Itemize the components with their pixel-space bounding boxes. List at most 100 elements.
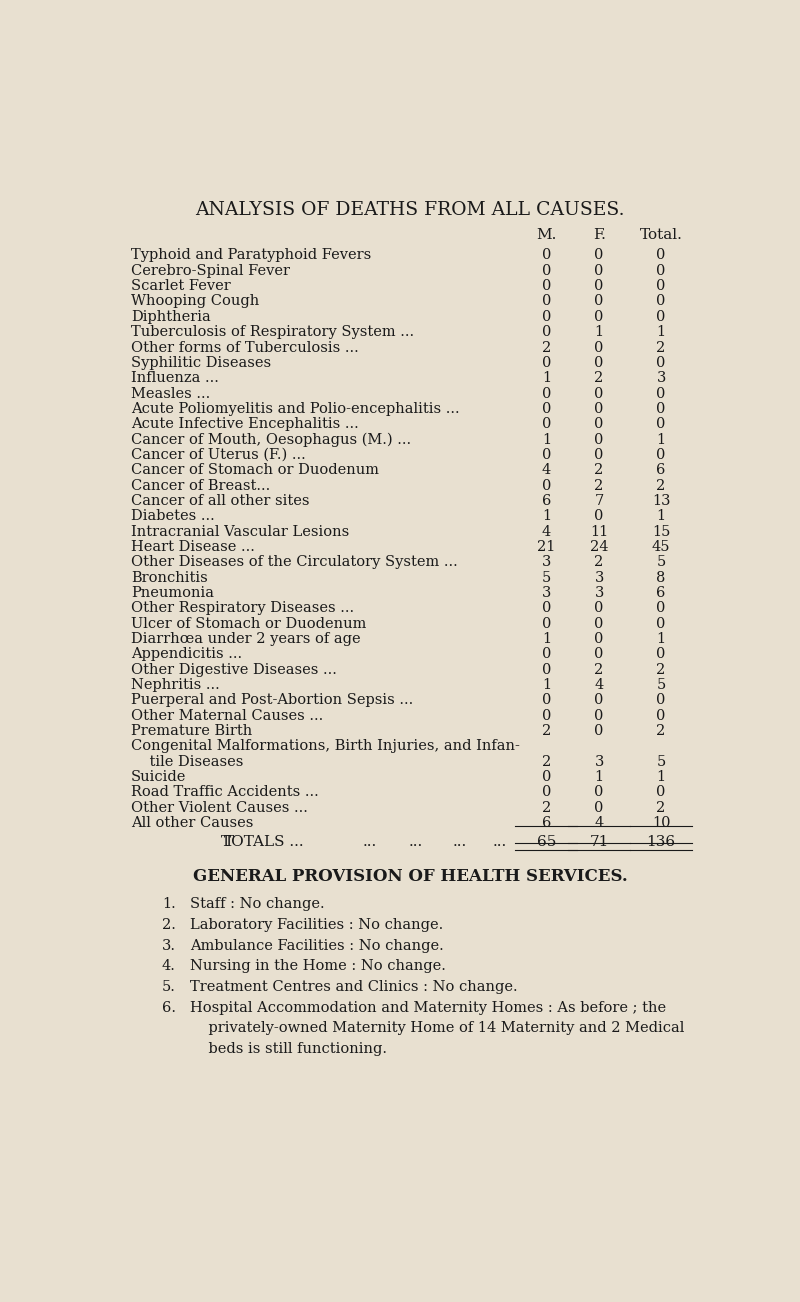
Text: 2: 2 (594, 663, 604, 677)
Text: 0: 0 (542, 663, 551, 677)
Text: 0: 0 (542, 387, 551, 401)
Text: ANALYSIS OF DEATHS FROM ALL CAUSES.: ANALYSIS OF DEATHS FROM ALL CAUSES. (195, 202, 625, 219)
Text: 0: 0 (657, 647, 666, 661)
Text: Syphilitic Diseases: Syphilitic Diseases (131, 355, 271, 370)
Text: F.: F. (593, 228, 606, 242)
Text: Acute Infective Encephalitis ...: Acute Infective Encephalitis ... (131, 417, 358, 431)
Text: 0: 0 (594, 355, 604, 370)
Text: Cancer of Breast...: Cancer of Breast... (131, 479, 270, 492)
Text: Diphtheria: Diphtheria (131, 310, 210, 324)
Text: Appendicitis ...: Appendicitis ... (131, 647, 242, 661)
Text: 0: 0 (657, 708, 666, 723)
Text: 0: 0 (594, 279, 604, 293)
Text: 0: 0 (594, 310, 604, 324)
Text: 0: 0 (542, 617, 551, 630)
Text: 0: 0 (542, 355, 551, 370)
Text: Scarlet Fever: Scarlet Fever (131, 279, 230, 293)
Text: 2.: 2. (162, 918, 176, 932)
Text: 0: 0 (542, 310, 551, 324)
Text: 0: 0 (594, 264, 604, 277)
Text: 3: 3 (594, 755, 604, 768)
Text: 21: 21 (538, 540, 555, 553)
Text: 0: 0 (542, 769, 551, 784)
Text: Other Maternal Causes ...: Other Maternal Causes ... (131, 708, 323, 723)
Text: tile Diseases: tile Diseases (131, 755, 243, 768)
Text: Acute Poliomyelitis and Polio-encephalitis ...: Acute Poliomyelitis and Polio-encephalit… (131, 402, 460, 415)
Text: privately-owned Maternity Home of 14 Maternity and 2 Medical: privately-owned Maternity Home of 14 Mat… (190, 1022, 684, 1035)
Text: 0: 0 (657, 294, 666, 309)
Text: 10: 10 (652, 816, 670, 829)
Text: 0: 0 (657, 279, 666, 293)
Text: 0: 0 (657, 448, 666, 462)
Text: Whooping Cough: Whooping Cough (131, 294, 259, 309)
Text: TOTALS ...: TOTALS ... (221, 836, 303, 849)
Text: 0: 0 (542, 448, 551, 462)
Text: 1: 1 (657, 769, 666, 784)
Text: 136: 136 (646, 836, 676, 849)
Text: 71: 71 (590, 836, 609, 849)
Text: 2: 2 (657, 724, 666, 738)
Text: 1.: 1. (162, 897, 176, 911)
Text: 5: 5 (657, 555, 666, 569)
Text: 45: 45 (652, 540, 670, 553)
Text: Bronchitis: Bronchitis (131, 570, 208, 585)
Text: 0: 0 (542, 602, 551, 616)
Text: Diabetes ...: Diabetes ... (131, 509, 214, 523)
Text: 65: 65 (537, 836, 556, 849)
Text: Nephritis ...: Nephritis ... (131, 678, 220, 691)
Text: 0: 0 (594, 602, 604, 616)
Text: 5: 5 (657, 678, 666, 691)
Text: 6: 6 (542, 493, 551, 508)
Text: 0: 0 (594, 801, 604, 815)
Text: Diarrhœa under 2 years of age: Diarrhœa under 2 years of age (131, 631, 361, 646)
Text: 6: 6 (657, 586, 666, 600)
Text: 0: 0 (594, 432, 604, 447)
Text: Laboratory Facilities : No change.: Laboratory Facilities : No change. (190, 918, 443, 932)
Text: 0: 0 (542, 417, 551, 431)
Text: 6.: 6. (162, 1001, 176, 1014)
Text: Ambulance Facilities : No change.: Ambulance Facilities : No change. (190, 939, 444, 953)
Text: 0: 0 (657, 785, 666, 799)
Text: 0: 0 (594, 724, 604, 738)
Text: 0: 0 (542, 294, 551, 309)
Text: Cancer of all other sites: Cancer of all other sites (131, 493, 310, 508)
Text: Measles ...: Measles ... (131, 387, 210, 401)
Text: 1: 1 (542, 631, 551, 646)
Text: Nursing in the Home : No change.: Nursing in the Home : No change. (190, 960, 446, 974)
Text: 2: 2 (657, 341, 666, 354)
Text: 0: 0 (542, 693, 551, 707)
Text: 0: 0 (657, 310, 666, 324)
Text: 0: 0 (594, 785, 604, 799)
Text: 5: 5 (542, 570, 551, 585)
Text: 1: 1 (542, 371, 551, 385)
Text: 4: 4 (542, 525, 551, 539)
Text: 0: 0 (542, 647, 551, 661)
Text: 0: 0 (542, 264, 551, 277)
Text: 2: 2 (657, 801, 666, 815)
Text: 0: 0 (542, 249, 551, 263)
Text: 3: 3 (657, 371, 666, 385)
Text: 0: 0 (657, 249, 666, 263)
Text: 3.: 3. (162, 939, 176, 953)
Text: GENERAL PROVISION OF HEALTH SERVICES.: GENERAL PROVISION OF HEALTH SERVICES. (193, 868, 627, 885)
Text: 1: 1 (657, 631, 666, 646)
Text: 0: 0 (594, 417, 604, 431)
Text: 1: 1 (542, 678, 551, 691)
Text: 4: 4 (542, 464, 551, 478)
Text: 2: 2 (594, 555, 604, 569)
Text: Other Violent Causes ...: Other Violent Causes ... (131, 801, 308, 815)
Text: 0: 0 (542, 708, 551, 723)
Text: 13: 13 (652, 493, 670, 508)
Text: 1: 1 (657, 326, 666, 339)
Text: Other Respiratory Diseases ...: Other Respiratory Diseases ... (131, 602, 354, 616)
Text: 0: 0 (657, 602, 666, 616)
Text: 24: 24 (590, 540, 608, 553)
Text: Road Traffic Accidents ...: Road Traffic Accidents ... (131, 785, 318, 799)
Text: 0: 0 (594, 387, 604, 401)
Text: 2: 2 (594, 464, 604, 478)
Text: Influenza ...: Influenza ... (131, 371, 219, 385)
Text: Suicide: Suicide (131, 769, 186, 784)
Text: 1: 1 (594, 769, 604, 784)
Text: 0: 0 (594, 509, 604, 523)
Text: Congenital Malformations, Birth Injuries, and Infan-: Congenital Malformations, Birth Injuries… (131, 740, 520, 754)
